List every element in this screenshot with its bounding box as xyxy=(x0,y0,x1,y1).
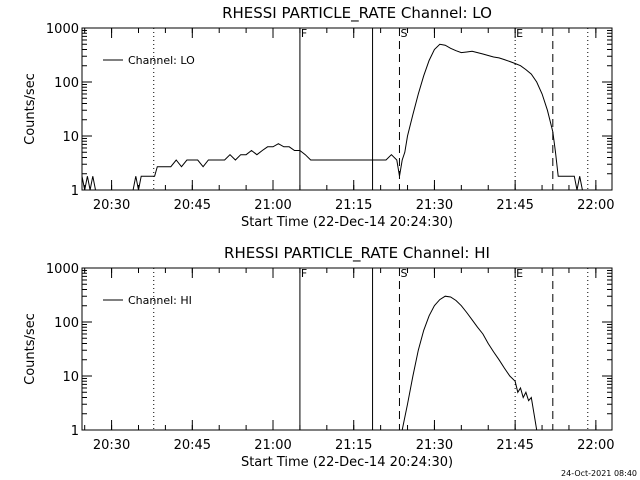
plot-frame xyxy=(81,27,613,191)
x-tick-label: 20:30 xyxy=(93,438,130,453)
footer-timestamp: 24-Oct-2021 08:40 xyxy=(561,469,637,478)
y-axis-label: Counts/sec xyxy=(23,73,38,145)
legend-label: Channel: LO xyxy=(128,54,195,67)
event-marker-label: S xyxy=(400,27,407,40)
x-tick-label: 21:00 xyxy=(254,198,291,213)
y-tick-label: 1000 xyxy=(46,262,79,277)
x-tick-label: 20:30 xyxy=(93,198,130,213)
y-tick-label: 10 xyxy=(62,130,79,145)
x-axis-label: Start Time (22-Dec-14 20:24:30) xyxy=(241,455,453,470)
x-tick-label: 21:45 xyxy=(496,438,533,453)
y-tick-label: 100 xyxy=(54,76,79,91)
chart-title: RHESSI PARTICLE_RATE Channel: HI xyxy=(224,244,490,263)
x-axis-label: Start Time (22-Dec-14 20:24:30) xyxy=(241,215,453,230)
event-marker-label: F xyxy=(301,27,307,40)
event-marker-label: E xyxy=(516,27,523,40)
x-tick-label: 21:45 xyxy=(496,198,533,213)
x-tick-label: 21:30 xyxy=(416,438,453,453)
legend-label: Channel: HI xyxy=(128,294,192,307)
x-tick-label: 21:30 xyxy=(416,198,453,213)
series-line-1 xyxy=(401,295,538,431)
series-line-1 xyxy=(81,43,583,191)
x-tick-label: 21:15 xyxy=(335,438,372,453)
x-tick-label: 20:45 xyxy=(174,438,211,453)
event-marker-label: F xyxy=(301,267,307,280)
x-tick-label: 21:00 xyxy=(254,438,291,453)
y-tick-label: 1 xyxy=(71,184,79,199)
y-tick-label: 100 xyxy=(54,316,79,331)
event-marker-label: S xyxy=(400,267,407,280)
x-tick-label: 22:00 xyxy=(577,198,614,213)
y-axis-label: Counts/sec xyxy=(23,313,38,385)
event-marker-label: E xyxy=(516,267,523,280)
chart-panel-1: RHESSI PARTICLE_RATE Channel: LO Counts/s… xyxy=(23,4,615,230)
y-tick-label: 1 xyxy=(71,424,79,439)
x-tick-label: 21:15 xyxy=(335,198,372,213)
chart-panel-2: RHESSI PARTICLE_RATE Channel: HI Counts/s… xyxy=(23,244,615,470)
x-tick-label: 20:45 xyxy=(174,198,211,213)
y-tick-label: 10 xyxy=(62,370,79,385)
chart-title: RHESSI PARTICLE_RATE Channel: LO xyxy=(222,4,492,23)
y-tick-label: 1000 xyxy=(46,22,79,37)
plot-frame xyxy=(81,267,613,431)
x-tick-label: 22:00 xyxy=(577,438,614,453)
